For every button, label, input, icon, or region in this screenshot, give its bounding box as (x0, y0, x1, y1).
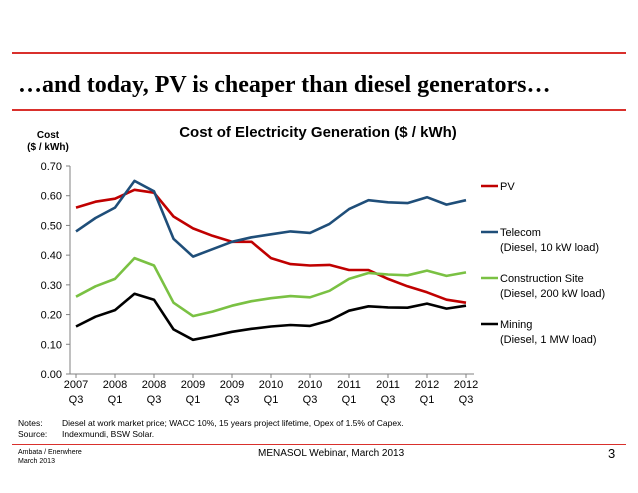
x-tick-label-quarter: Q1 (264, 394, 279, 406)
y-tick-label: 0.50 (41, 220, 62, 232)
legend-label-mining: (Diesel, 1 MW load) (500, 334, 597, 346)
notes-block: Notes: Diesel at work market price; WACC… (18, 418, 404, 440)
notes-text: Diesel at work market price; WACC 10%, 1… (62, 418, 404, 428)
x-tick-label-quarter: Q3 (381, 394, 396, 406)
legend-label-telecom: Telecom (500, 227, 541, 239)
chart-title: Cost of Electricity Generation ($ / kWh) (179, 124, 457, 141)
x-tick-label-quarter: Q3 (303, 394, 318, 406)
x-tick-label-quarter: Q3 (459, 394, 474, 406)
footer-date: March 2013 (18, 458, 55, 465)
y-tick-label: 0.20 (41, 310, 62, 322)
x-tick-label-year: 2011 (376, 379, 400, 391)
x-tick-label-year: 2011 (337, 379, 361, 391)
x-tick-label-year: 2012 (454, 379, 478, 391)
notes-row: Notes: Diesel at work market price; WACC… (18, 418, 404, 429)
x-tick-label-quarter: Q1 (186, 394, 201, 406)
x-tick-label-year: 2009 (181, 379, 205, 391)
source-text: Indexmundi, BSW Solar. (62, 429, 155, 439)
legend-label-construction-site: (Diesel, 200 kW load) (500, 288, 605, 300)
x-tick-label-year: 2010 (298, 379, 322, 391)
slide-title: …and today, PV is cheaper than diesel ge… (18, 72, 551, 98)
x-tick-label-quarter: Q1 (420, 394, 435, 406)
y-tick-label: 0.70 (41, 161, 62, 173)
legend-label-pv: PV (500, 181, 515, 193)
title-rule-top (12, 52, 626, 54)
y-tick-label: 0.10 (41, 339, 62, 351)
x-tick-label-quarter: Q3 (147, 394, 162, 406)
y-tick-label: 0.30 (41, 280, 62, 292)
series-line-pv (75, 188, 467, 304)
x-tick-label-year: 2007 (64, 379, 88, 391)
x-tick-label-quarter: Q1 (342, 394, 357, 406)
y-tick-label: 0.40 (41, 250, 62, 262)
x-tick-label-quarter: Q3 (69, 394, 84, 406)
x-tick-label-year: 2009 (220, 379, 244, 391)
y-axis-label: Cost (37, 130, 60, 141)
x-tick-label-quarter: Q3 (225, 394, 240, 406)
footer-event: MENASOL Webinar, March 2013 (258, 448, 405, 459)
y-tick-label: 0.60 (41, 191, 62, 203)
footer-rule (12, 444, 626, 445)
x-tick-label-year: 2010 (259, 379, 283, 391)
y-axis-label: ($ / kWh) (27, 142, 69, 153)
legend-label-construction-site: Construction Site (500, 273, 584, 285)
footer-company-block: Ambata / Enerwhere March 2013 (18, 448, 82, 466)
notes-label: Notes: (18, 418, 43, 428)
series-line-mining (75, 292, 467, 342)
footer-company: Ambata / Enerwhere (18, 449, 82, 456)
legend-label-telecom: (Diesel, 10 kW load) (500, 242, 599, 254)
series-line-construction-site (75, 256, 467, 318)
x-tick-label-quarter: Q1 (108, 394, 123, 406)
source-label: Source: (18, 429, 48, 439)
title-rule-bottom (12, 109, 626, 111)
source-row: Source: Indexmundi, BSW Solar. (18, 429, 404, 440)
page-number: 3 (608, 446, 616, 461)
x-tick-label-year: 2008 (142, 379, 166, 391)
cost-chart: Cost of Electricity Generation ($ / kWh)… (27, 124, 605, 406)
x-tick-label-year: 2012 (415, 379, 439, 391)
legend-label-mining: Mining (500, 319, 532, 331)
series-line-telecom (75, 179, 467, 258)
y-tick-label: 0.00 (41, 369, 62, 381)
x-tick-label-year: 2008 (103, 379, 127, 391)
